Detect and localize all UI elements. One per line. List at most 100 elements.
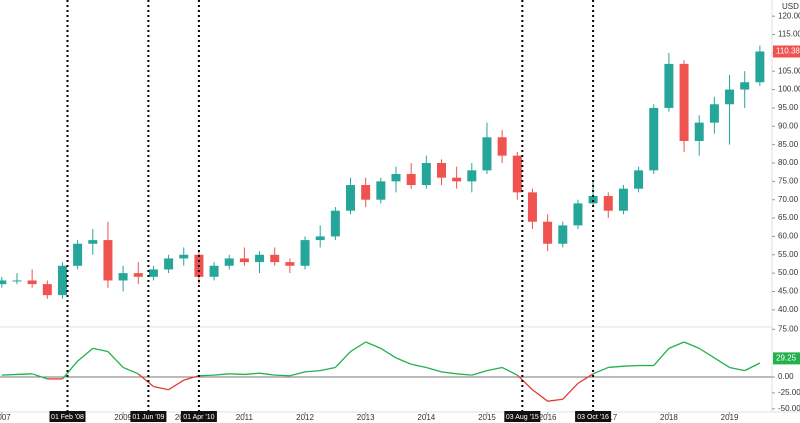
candle-body — [285, 262, 295, 266]
candle-body — [421, 163, 431, 186]
y-tick-label: 100.00 — [778, 85, 800, 94]
y-tick-label: 60.00 — [778, 232, 799, 241]
event-label-bg — [180, 411, 217, 422]
indicator-segment — [214, 373, 230, 376]
indicator-segment — [31, 373, 48, 380]
y-tick-label: 80.00 — [778, 158, 799, 167]
indicator-segment — [668, 341, 685, 349]
y2-tick-label: -25.00 — [778, 388, 800, 397]
candle-body — [649, 107, 659, 171]
candle-body — [88, 240, 98, 244]
y-tick-label: 90.00 — [778, 121, 799, 130]
x-tick-label: 2015 — [478, 413, 496, 422]
indicator-segment — [380, 347, 397, 359]
candle-body — [12, 280, 22, 282]
last-indicator-bg — [773, 352, 800, 365]
indicator-segment — [289, 371, 306, 377]
candle-body — [694, 122, 704, 141]
indicator-segment — [608, 365, 624, 369]
candle-body — [330, 210, 340, 237]
candle-body — [679, 63, 689, 141]
indicator-segment — [501, 366, 518, 376]
indicator-segment — [77, 347, 94, 362]
indicator-segment — [411, 363, 427, 369]
indicator-segment — [153, 385, 169, 391]
x-tick-label: 2012 — [296, 413, 314, 422]
candle-body — [543, 221, 553, 244]
candle-body — [497, 137, 507, 156]
indicator-segment — [259, 372, 275, 376]
indicator-segment — [334, 351, 351, 368]
candle-body — [42, 284, 52, 296]
candle-body — [255, 254, 265, 263]
y2-tick-label: 75.00 — [778, 324, 799, 333]
indicator-segment — [304, 369, 321, 373]
y-tick-label: 50.00 — [778, 268, 799, 277]
indicator-segment — [426, 366, 442, 373]
candle-body — [755, 51, 765, 83]
candle-body — [346, 185, 356, 211]
candle-body — [740, 82, 750, 90]
candle-body — [664, 63, 674, 108]
y-tick-label: 75.00 — [778, 176, 799, 185]
indicator-segment — [532, 389, 549, 402]
candle-body — [209, 265, 219, 277]
indicator-segment — [16, 373, 33, 376]
y2-tick-label: 0.00 — [778, 372, 794, 381]
candle-body — [73, 243, 83, 266]
y-tick-label: 70.00 — [778, 195, 799, 204]
event-label: 01 Jun '09 — [132, 414, 164, 421]
candle-body — [709, 104, 719, 123]
candle-body — [300, 240, 310, 266]
indicator-segment — [486, 366, 503, 372]
event-label: 03 Oct '16 — [577, 414, 609, 421]
candle-body — [391, 174, 401, 182]
indicator-segment — [471, 370, 488, 376]
candle-body — [527, 192, 537, 222]
candle-body — [618, 188, 628, 211]
x-tick-label: 2018 — [660, 413, 678, 422]
indicator-segment — [592, 366, 609, 375]
indicator-segment — [229, 373, 245, 376]
candle-body — [0, 280, 7, 285]
indicator-segment — [137, 373, 154, 388]
candle-body — [452, 177, 462, 182]
indicator-segment — [441, 371, 457, 375]
candle-body — [315, 236, 325, 241]
candle-body — [224, 258, 234, 266]
indicator-segment — [183, 375, 200, 381]
candle-body — [634, 170, 644, 189]
candle-body — [133, 273, 143, 277]
y-tick-label: 65.00 — [778, 213, 799, 222]
x-tick-label: 2013 — [357, 413, 375, 422]
y-tick-label: 85.00 — [778, 140, 799, 149]
candle-body — [164, 258, 174, 270]
candle-body — [118, 273, 128, 281]
indicator-segment — [168, 379, 185, 391]
candle-body — [361, 185, 371, 200]
indicator-segment — [547, 398, 563, 402]
indicator-segment — [683, 341, 700, 349]
candle-body — [588, 196, 598, 204]
indicator-segment — [107, 351, 124, 368]
event-label-bg — [49, 411, 86, 422]
event-label: 01 Feb '08 — [51, 414, 84, 421]
currency-label: USD — [782, 2, 799, 11]
y-tick-label: 115.00 — [778, 30, 800, 39]
x-tick-label: 2014 — [417, 413, 435, 422]
indicator-segment — [61, 360, 79, 380]
indicator-segment — [92, 347, 109, 353]
y-tick-label: 40.00 — [778, 305, 799, 314]
indicator-segment — [516, 374, 533, 391]
x-tick-label: 2016 — [539, 413, 557, 422]
candle-body — [512, 155, 522, 193]
indicator-segment — [350, 341, 367, 353]
indicator-segment — [274, 374, 290, 377]
candle-body — [436, 163, 446, 178]
indicator-segment — [562, 382, 579, 400]
candle-body — [148, 269, 158, 277]
candle-body — [179, 254, 189, 259]
event-label-bg — [130, 411, 167, 422]
candle-body — [558, 225, 568, 244]
indicator-segment — [653, 347, 670, 366]
